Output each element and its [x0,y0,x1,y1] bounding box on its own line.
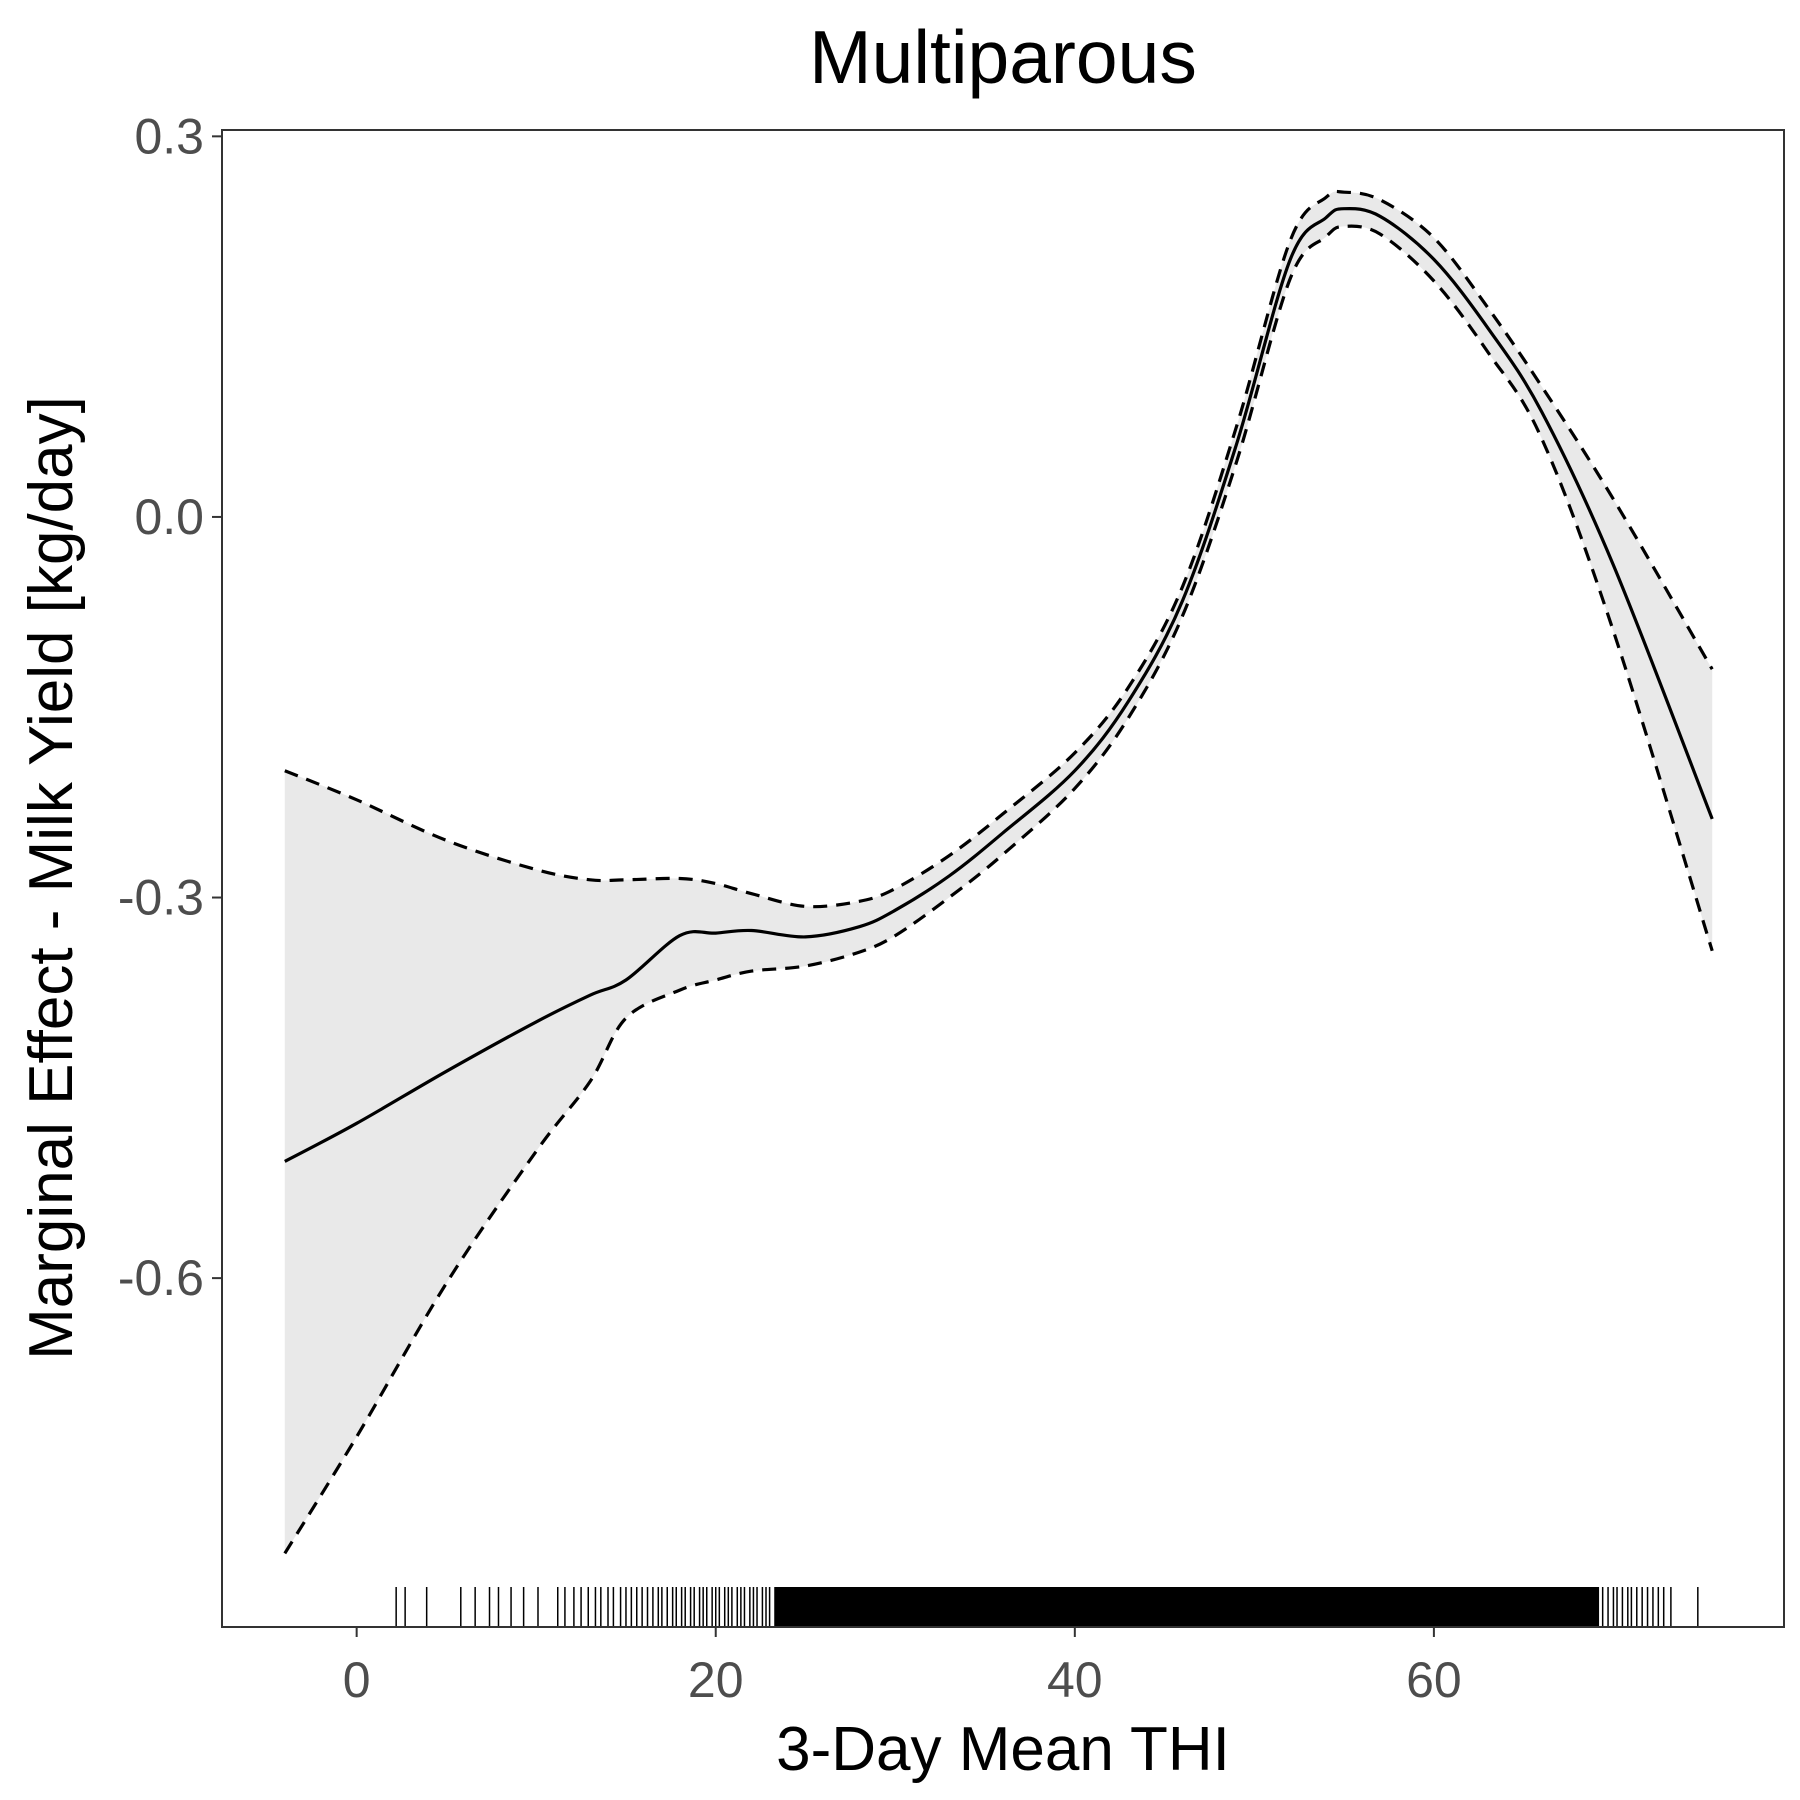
x-tick-label: 0 [343,1652,371,1708]
y-axis-title: Marginal Effect - Milk Yield [kg/day] [17,396,86,1360]
y-tick-label: -0.6 [118,1250,204,1306]
upper-bound-line [284,189,1714,909]
y-axis: 0.3 0.0 -0.3 -0.6 [118,108,222,1306]
lower-bound-line [283,224,1714,1555]
y-tick-label: -0.3 [118,870,204,926]
panel-border [221,129,1785,1628]
chart-title: Multiparous [809,15,1197,99]
x-tick-label: 40 [1047,1652,1103,1708]
x-tick-label: 60 [1406,1652,1462,1708]
rug [395,1587,1699,1627]
rug-dense-block [774,1587,1600,1627]
y-tick-label: 0.0 [134,489,204,545]
y-tick-label: 0.3 [134,108,204,164]
estimate-line [284,206,1714,1163]
x-tick-label: 20 [688,1652,744,1708]
plot-area [283,189,1714,1627]
x-axis-title: 3-Day Mean THI [776,1715,1230,1784]
x-axis: 0 20 40 60 [343,1627,1462,1708]
